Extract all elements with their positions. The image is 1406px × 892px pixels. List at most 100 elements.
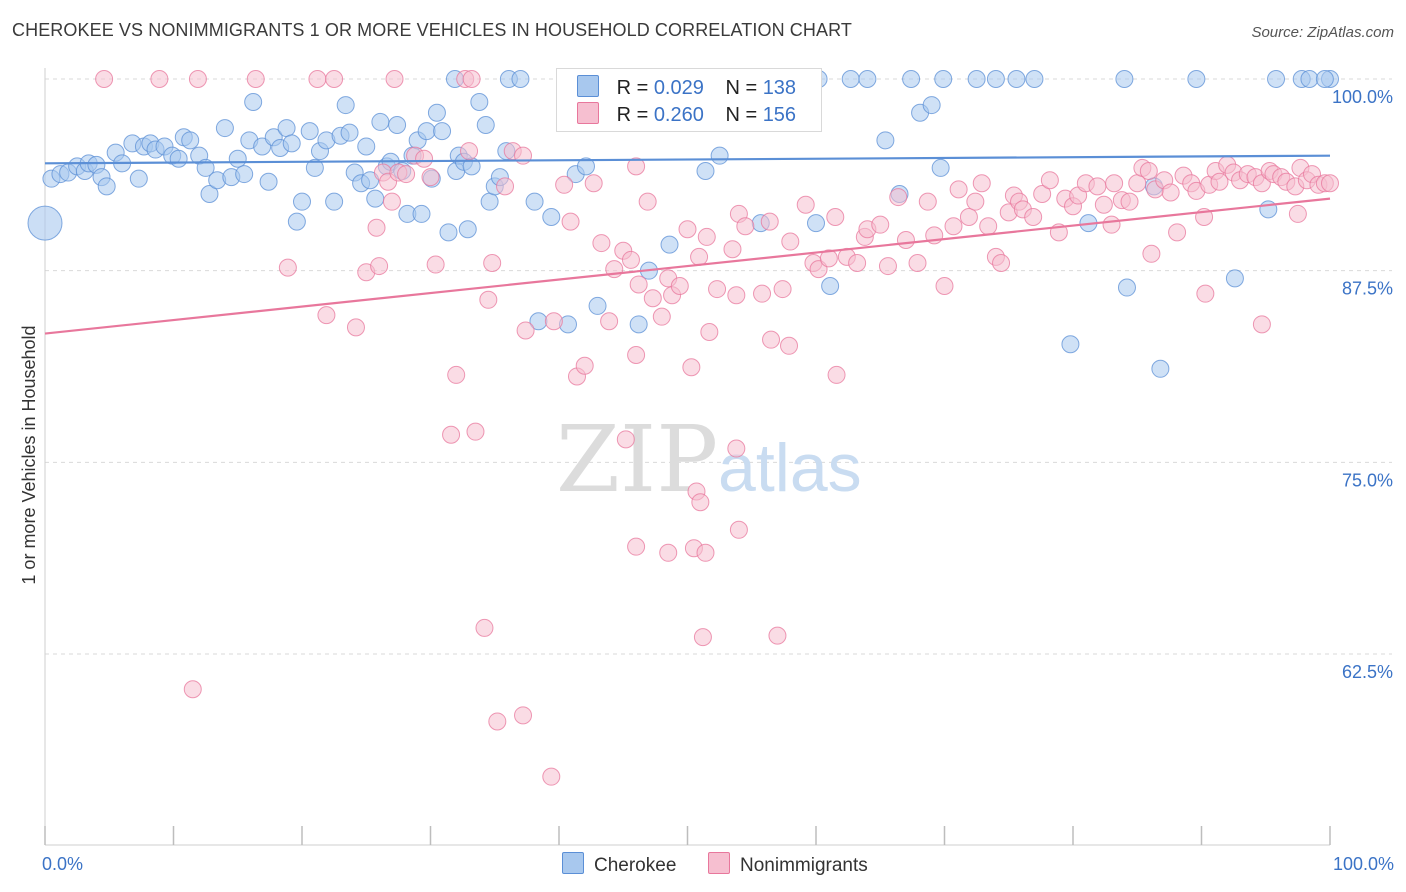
nonimmigrants-point bbox=[959, 208, 978, 226]
cherokee-point bbox=[710, 146, 729, 165]
cherokee-point bbox=[371, 112, 390, 131]
legend-row-nonimmigrants: R = 0.260 N = 156 bbox=[577, 102, 796, 126]
legend-r-label: R = bbox=[616, 104, 649, 126]
legend-swatch-nonimmigrants bbox=[577, 102, 599, 124]
nonimmigrants-point bbox=[1210, 172, 1229, 191]
nonimmigrants-point bbox=[278, 258, 297, 277]
nonimmigrants-point bbox=[592, 234, 611, 253]
legend-n-label: N = bbox=[725, 77, 758, 99]
y-axis-label: 1 or more Vehicles in Household bbox=[19, 325, 39, 584]
cherokee-point bbox=[293, 192, 311, 211]
nonimmigrants-point bbox=[1120, 192, 1139, 211]
cherokee-point bbox=[931, 158, 950, 177]
cherokee-point bbox=[97, 177, 116, 196]
cherokee-point bbox=[1315, 70, 1334, 88]
nonimmigrants-point bbox=[697, 227, 716, 246]
cherokee-point bbox=[1151, 359, 1170, 378]
cherokee-point bbox=[129, 169, 148, 188]
cherokee-point bbox=[876, 131, 895, 150]
trend-lines bbox=[44, 154, 1331, 335]
legend-r-value: 0.260 bbox=[653, 104, 704, 126]
cherokee-point bbox=[388, 116, 407, 134]
cherokee-point bbox=[458, 220, 477, 239]
nonimmigrants-point bbox=[1196, 284, 1215, 303]
nonimmigrants-point bbox=[627, 157, 646, 176]
cherokee-point bbox=[169, 149, 188, 168]
nonimmigrants-point bbox=[826, 208, 845, 226]
nonimmigrants-point bbox=[496, 177, 515, 196]
nonimmigrants-point bbox=[768, 626, 787, 645]
cherokee-point bbox=[412, 204, 431, 223]
nonimmigrants-point bbox=[442, 425, 461, 444]
cherokee-point bbox=[542, 208, 561, 226]
cherokee-point bbox=[1225, 269, 1244, 288]
nonimmigrants-point bbox=[643, 289, 662, 308]
cherokee-point bbox=[336, 96, 355, 115]
cherokee-point bbox=[1061, 335, 1080, 354]
axes bbox=[44, 68, 1331, 846]
nonimmigrants-trend-line bbox=[44, 197, 1331, 335]
nonimmigrants-point bbox=[736, 217, 755, 236]
nonimmigrants-point bbox=[979, 217, 998, 236]
nonimmigrants-point bbox=[575, 356, 594, 375]
nonimmigrants-point bbox=[652, 307, 671, 326]
legend-n-value: 156 bbox=[762, 104, 797, 126]
nonimmigrants-point bbox=[693, 628, 712, 647]
bottom-legend-cherokee: Cherokee bbox=[562, 852, 676, 877]
gridlines bbox=[45, 78, 1392, 655]
cherokee-point bbox=[228, 149, 247, 168]
cherokee-point bbox=[215, 119, 234, 138]
bottom-legend-swatch-nonimmigrants bbox=[708, 852, 730, 874]
nonimmigrants-point bbox=[908, 254, 927, 272]
nonimmigrants-point bbox=[1288, 204, 1307, 223]
nonimmigrants-point bbox=[415, 149, 434, 168]
cherokee-point bbox=[511, 70, 530, 88]
nonimmigrants-point bbox=[346, 318, 365, 337]
cherokee-point bbox=[259, 172, 278, 191]
nonimmigrants-point bbox=[1321, 174, 1339, 193]
cherokee-point bbox=[1267, 70, 1286, 88]
nonimmigrants-point bbox=[753, 284, 772, 303]
cherokee-point bbox=[1187, 70, 1206, 88]
cherokee-point bbox=[181, 131, 200, 150]
nonimmigrants-point bbox=[325, 70, 344, 88]
nonimmigrants-point bbox=[1105, 174, 1124, 193]
nonimmigrants-point bbox=[1252, 315, 1271, 334]
cherokee-point bbox=[1025, 70, 1044, 88]
nonimmigrants-point bbox=[421, 168, 440, 187]
cherokee-point bbox=[196, 158, 215, 177]
nonimmigrants-point bbox=[188, 70, 207, 88]
nonimmigrants-point bbox=[949, 180, 968, 199]
nonimmigrants-point bbox=[483, 254, 502, 272]
nonimmigrants-point bbox=[670, 277, 689, 295]
nonimmigrants-point bbox=[773, 280, 792, 299]
cherokee-point bbox=[357, 137, 376, 156]
cherokee-point bbox=[858, 70, 877, 88]
nonimmigrants-point bbox=[627, 537, 646, 556]
bottom-legend-swatch-cherokee bbox=[562, 852, 584, 874]
nonimmigrants-point bbox=[690, 247, 709, 266]
nonimmigrants-point bbox=[729, 520, 748, 539]
nonimmigrants-point bbox=[935, 277, 954, 295]
nonimmigrants-point bbox=[426, 255, 445, 274]
nonimmigrants-point bbox=[871, 215, 890, 234]
nonimmigrants-point bbox=[621, 250, 640, 269]
nonimmigrants-point bbox=[819, 249, 838, 268]
legend-row-cherokee: R = 0.029 N = 138 bbox=[577, 75, 796, 99]
cherokee-point bbox=[525, 192, 544, 211]
cherokee-point bbox=[287, 212, 306, 231]
cherokee-point bbox=[821, 277, 840, 295]
nonimmigrants-point bbox=[827, 365, 846, 384]
y-tick-label: 87.5% bbox=[1342, 279, 1393, 299]
nonimmigrants-point bbox=[475, 618, 494, 637]
nonimmigrants-point bbox=[544, 312, 563, 331]
legend-n-value: 138 bbox=[762, 77, 797, 99]
nonimmigrants-point bbox=[1024, 208, 1043, 226]
cherokee-point bbox=[902, 70, 921, 88]
nonimmigrants-point bbox=[447, 365, 466, 384]
bottom-legend-label: Cherokee bbox=[594, 855, 677, 876]
nonimmigrants-point bbox=[992, 254, 1011, 272]
x-tick-label: 100.0% bbox=[1333, 854, 1394, 874]
nonimmigrants-point bbox=[95, 70, 114, 88]
nonimmigrants-point bbox=[561, 212, 580, 231]
